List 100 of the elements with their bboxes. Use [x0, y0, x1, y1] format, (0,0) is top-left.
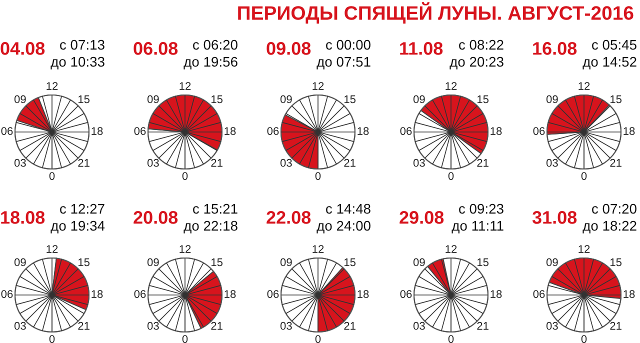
text: 18	[224, 127, 236, 135]
text: с 15:21	[193, 204, 238, 214]
text: 15	[610, 95, 622, 104]
text: 09	[546, 258, 558, 266]
text: с 09:23	[459, 204, 504, 214]
text: 06	[533, 290, 545, 298]
text: 21	[344, 322, 356, 330]
text: 06	[267, 290, 279, 298]
text: 06	[1, 290, 13, 298]
text: 12	[180, 245, 191, 253]
text: до 10:33	[50, 56, 104, 70]
text: 09	[14, 258, 26, 266]
text: 15	[477, 95, 489, 104]
text: 0	[315, 172, 321, 180]
text: с 07:20	[592, 204, 636, 214]
text: 18	[224, 290, 236, 298]
text: 18	[92, 127, 103, 135]
text: 21	[78, 158, 90, 167]
text: 0	[182, 335, 188, 343]
text: с 05:45	[592, 40, 636, 50]
text: 15	[610, 258, 622, 266]
text: 12	[46, 82, 58, 90]
text: 03	[14, 322, 26, 330]
text: 12	[312, 245, 324, 253]
text: 12	[46, 245, 58, 253]
text: до 22:18	[184, 220, 238, 234]
text: 09	[546, 95, 558, 104]
text: 03	[546, 322, 558, 330]
text: 21	[344, 158, 356, 167]
text: 09	[280, 95, 292, 104]
text: 12	[578, 82, 590, 90]
text: 09	[280, 258, 292, 266]
text: до 24:00	[316, 220, 370, 234]
text: 18	[624, 290, 635, 298]
text: 09	[413, 95, 425, 104]
text: 18	[358, 290, 369, 298]
text: 06	[134, 127, 146, 135]
text: 03	[280, 158, 292, 167]
text: 15	[78, 95, 90, 104]
text: 0	[581, 335, 587, 343]
text: 12	[578, 245, 590, 253]
text: 21	[211, 322, 222, 330]
text: до 11:11	[452, 221, 504, 234]
chart-title: 06.08	[134, 42, 178, 55]
text: 03	[14, 158, 26, 167]
text: 06	[134, 290, 146, 298]
text: 09	[147, 258, 159, 266]
text: 21	[477, 322, 488, 330]
chart-title: 18.08	[1, 211, 45, 224]
text: 09	[147, 95, 159, 104]
text: 18	[358, 127, 369, 135]
text: 12	[312, 82, 324, 90]
text: 12	[446, 82, 457, 90]
text: 15	[344, 258, 356, 266]
text: 0	[448, 172, 454, 180]
text: 03	[147, 158, 159, 167]
text: 0	[448, 335, 454, 343]
text: 0	[581, 172, 587, 180]
text: 09	[14, 95, 26, 104]
text: 15	[211, 95, 223, 104]
chart-title: 29.08	[400, 211, 444, 224]
text: 03	[147, 322, 159, 330]
text: 06	[1, 127, 13, 135]
text: 03	[413, 158, 425, 167]
text: 0	[49, 335, 55, 343]
text: 06	[400, 290, 412, 298]
text: с 08:22	[459, 40, 504, 50]
text: 12	[180, 82, 191, 90]
text: до 19:56	[184, 56, 238, 70]
text: до 14:52	[582, 56, 636, 70]
chart-title: 22.08	[266, 211, 311, 224]
text: 21	[610, 322, 622, 330]
text: 06	[400, 127, 412, 135]
text: 21	[211, 158, 222, 167]
text: с 00:00	[326, 40, 370, 50]
text: 03	[546, 158, 558, 167]
text: 18	[624, 127, 635, 135]
text: 18	[92, 290, 103, 298]
text: 03	[280, 322, 292, 330]
text: 06	[533, 127, 545, 135]
text: 21	[78, 322, 90, 330]
text: 15	[78, 258, 90, 266]
chart-title: 20.08	[134, 211, 178, 224]
text: 03	[413, 322, 425, 330]
chart-title: 11.08	[400, 42, 443, 55]
text: 15	[211, 258, 223, 266]
text: 18	[490, 127, 502, 135]
text: с 14:48	[326, 204, 370, 214]
text: 0	[182, 172, 188, 180]
chart-title: 16.08	[533, 42, 577, 55]
text: 15	[477, 258, 489, 266]
text: 21	[610, 158, 622, 167]
chart-title: 31.08	[532, 211, 577, 224]
text: 0	[315, 335, 321, 343]
text: 09	[413, 258, 425, 266]
text: ПЕРИОДЫ СПЯЩЕЙ ЛУНЫ. АВГУСТ-2016	[238, 2, 634, 24]
chart-title: 04.08	[0, 42, 45, 55]
text: до 19:34	[50, 220, 105, 234]
text: с 06:20	[193, 40, 238, 50]
chart-title: 09.08	[266, 42, 311, 55]
